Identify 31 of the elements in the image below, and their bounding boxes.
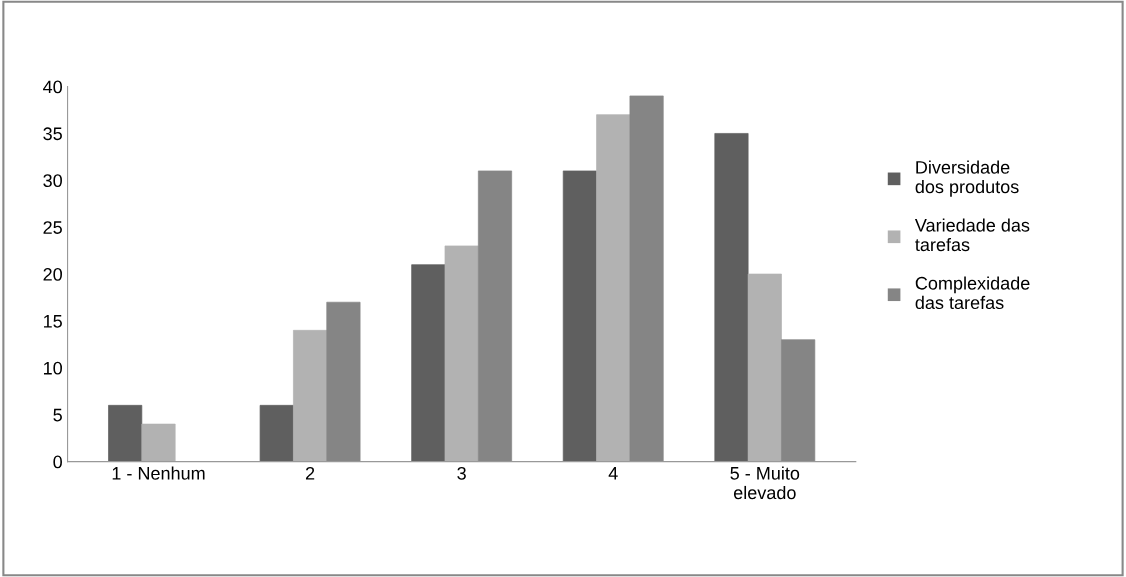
bar xyxy=(411,264,446,462)
bar xyxy=(141,423,176,462)
bar xyxy=(477,170,513,462)
y-tick-label: 35 xyxy=(43,127,62,141)
bar xyxy=(562,170,597,462)
bar xyxy=(293,329,328,462)
bar xyxy=(259,404,294,462)
bar xyxy=(444,245,479,462)
y-tick-label: 40 xyxy=(43,80,62,94)
y-tick-label: 5 xyxy=(53,408,62,422)
y-tick-label: 10 xyxy=(43,361,62,375)
y-tick-label: 20 xyxy=(43,268,62,281)
legend-label: Variedade das tarefas xyxy=(914,218,1030,252)
bar xyxy=(108,404,143,462)
legend-label: Diversidade dos produtos xyxy=(915,160,1019,197)
legend-label: Complexidade das tarefas xyxy=(915,276,1030,310)
x-tick-label: 2 xyxy=(305,466,315,480)
bar xyxy=(747,273,782,462)
x-tick-label: 5 - Muito elevado xyxy=(730,466,800,500)
x-tick-label: 3 xyxy=(457,466,466,480)
y-tick-label: 30 xyxy=(43,174,62,188)
bar xyxy=(326,301,361,462)
bar xyxy=(781,339,816,462)
y-tick-label: 0 xyxy=(53,455,62,469)
y-tick-label: 15 xyxy=(43,315,62,328)
y-tick-label: 25 xyxy=(43,221,62,234)
bar xyxy=(596,114,631,462)
bar xyxy=(714,133,749,462)
x-tick-label: 1 - Nenhum xyxy=(112,466,205,480)
bar xyxy=(629,95,664,462)
x-tick-label: 4 xyxy=(608,467,618,480)
